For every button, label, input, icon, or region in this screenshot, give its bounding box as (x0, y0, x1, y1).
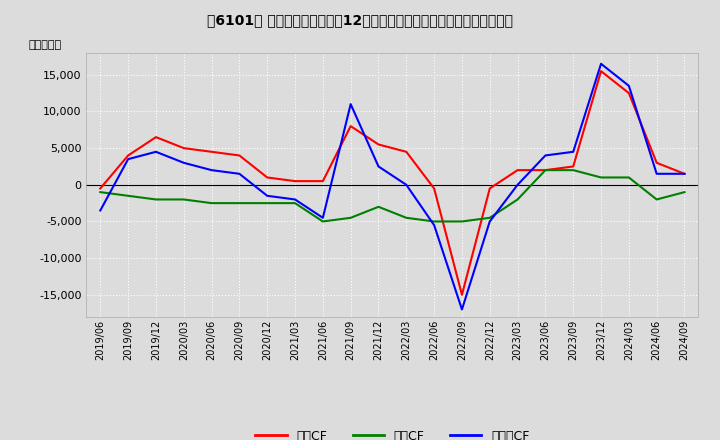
投資CF (485, 215, 494, 220)
投資CF (96, 190, 104, 195)
投資CF (402, 215, 410, 220)
営業CF (346, 124, 355, 129)
フリーCF (96, 208, 104, 213)
投資CF (680, 190, 689, 195)
営業CF (124, 153, 132, 158)
フリーCF (430, 223, 438, 228)
投資CF (124, 193, 132, 198)
営業CF (96, 186, 104, 191)
営業CF (430, 186, 438, 191)
Text: ［6101］ キャッシュフローの12か月移動合計の対前年同期増減額の推移: ［6101］ キャッシュフローの12か月移動合計の対前年同期増減額の推移 (207, 13, 513, 27)
営業CF (207, 149, 216, 154)
営業CF (263, 175, 271, 180)
営業CF (569, 164, 577, 169)
投資CF (207, 201, 216, 206)
Line: 営業CF: 営業CF (100, 71, 685, 295)
Line: 投資CF: 投資CF (100, 170, 685, 221)
営業CF (152, 135, 161, 140)
投資CF (318, 219, 327, 224)
営業CF (318, 179, 327, 184)
フリーCF (680, 171, 689, 176)
投資CF (541, 168, 550, 173)
フリーCF (402, 182, 410, 187)
フリーCF (513, 182, 522, 187)
投資CF (263, 201, 271, 206)
投資CF (430, 219, 438, 224)
営業CF (374, 142, 383, 147)
Text: （百万円）: （百万円） (28, 40, 61, 50)
投資CF (179, 197, 188, 202)
営業CF (235, 153, 243, 158)
営業CF (680, 171, 689, 176)
営業CF (597, 69, 606, 74)
フリーCF (541, 153, 550, 158)
投資CF (291, 201, 300, 206)
営業CF (541, 168, 550, 173)
フリーCF (152, 149, 161, 154)
投資CF (152, 197, 161, 202)
投資CF (235, 201, 243, 206)
フリーCF (374, 164, 383, 169)
フリーCF (458, 307, 467, 312)
投資CF (374, 204, 383, 209)
フリーCF (624, 83, 633, 88)
フリーCF (263, 193, 271, 198)
投資CF (513, 197, 522, 202)
営業CF (485, 186, 494, 191)
投資CF (652, 197, 661, 202)
投資CF (346, 215, 355, 220)
フリーCF (485, 219, 494, 224)
営業CF (513, 168, 522, 173)
フリーCF (652, 171, 661, 176)
営業CF (624, 91, 633, 96)
Legend: 営業CF, 投資CF, フリーCF: 営業CF, 投資CF, フリーCF (251, 425, 534, 440)
営業CF (458, 292, 467, 297)
投資CF (624, 175, 633, 180)
投資CF (597, 175, 606, 180)
フリーCF (346, 102, 355, 107)
フリーCF (291, 197, 300, 202)
フリーCF (179, 160, 188, 165)
営業CF (402, 149, 410, 154)
投資CF (458, 219, 467, 224)
フリーCF (124, 157, 132, 162)
フリーCF (569, 149, 577, 154)
Line: フリーCF: フリーCF (100, 64, 685, 309)
フリーCF (207, 168, 216, 173)
営業CF (652, 160, 661, 165)
営業CF (291, 179, 300, 184)
営業CF (179, 146, 188, 151)
投資CF (569, 168, 577, 173)
フリーCF (597, 61, 606, 66)
フリーCF (318, 215, 327, 220)
フリーCF (235, 171, 243, 176)
